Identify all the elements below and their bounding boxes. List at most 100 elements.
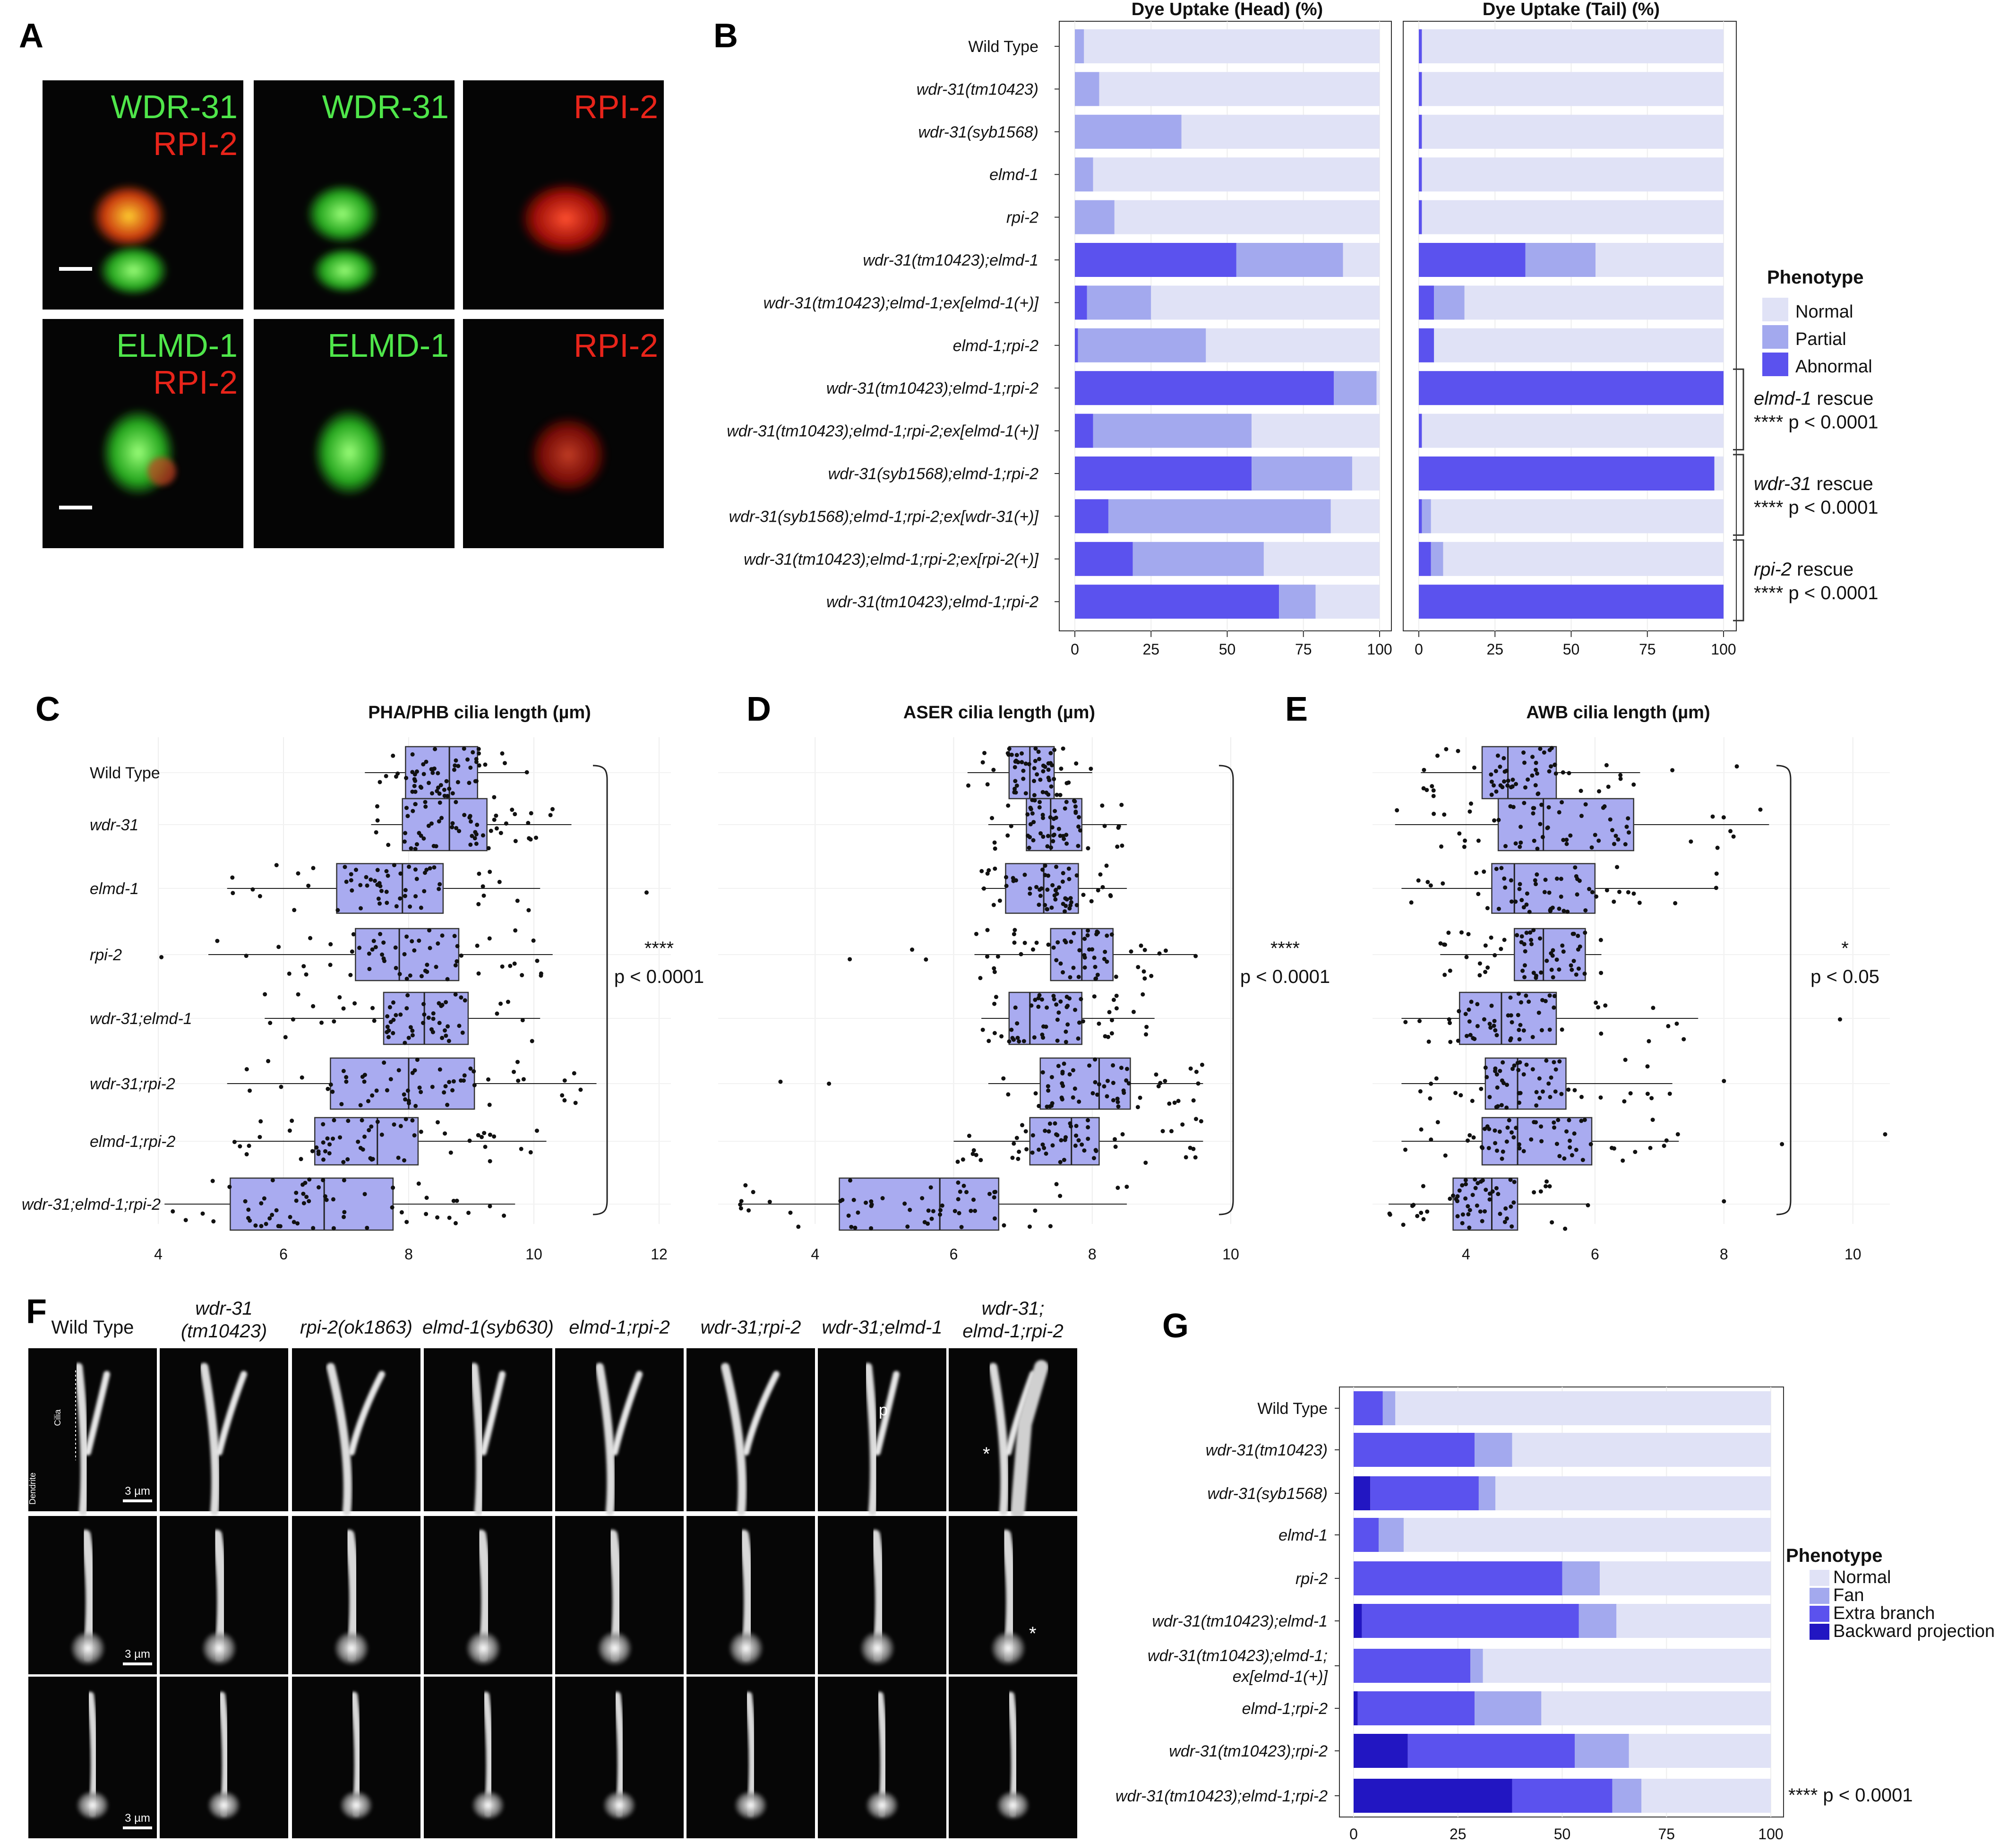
data-point — [1092, 956, 1097, 960]
data-point — [1062, 836, 1066, 841]
data-point — [1587, 887, 1592, 891]
bar-head-abnormal-9 — [1075, 413, 1093, 448]
row-label-wdr-31-tm10423-elmd-1-rpi-2: wdr-31(tm10423);elmd-1;rpi-2 — [826, 593, 1038, 611]
data-point — [364, 875, 369, 879]
data-point — [455, 944, 460, 948]
data-point — [1543, 878, 1548, 882]
data-point — [1530, 1067, 1535, 1072]
data-point — [1028, 891, 1032, 896]
legend-title: Phenotype — [1786, 1545, 1882, 1566]
data-point — [1072, 1086, 1077, 1091]
channel-label-rpi-2: RPI-2 — [574, 327, 658, 364]
data-point — [1559, 1092, 1564, 1096]
data-point — [1429, 1081, 1433, 1086]
bar-fan-2 — [1478, 1476, 1496, 1510]
data-point — [1471, 1135, 1476, 1140]
data-point — [1443, 1153, 1448, 1158]
x-tick-label: 8 — [1720, 1246, 1728, 1263]
data-point — [1086, 928, 1090, 933]
data-point — [396, 1155, 401, 1160]
data-point — [1054, 815, 1058, 820]
data-point — [1058, 961, 1063, 966]
data-point — [1059, 1095, 1064, 1100]
data-point — [344, 879, 349, 884]
row-label-wdr-31-syb1568: wdr-31(syb1568) — [1207, 1485, 1328, 1503]
data-point — [455, 959, 459, 964]
bar-normal-9 — [1641, 1779, 1771, 1813]
data-point — [413, 802, 418, 807]
data-point — [905, 1224, 910, 1229]
data-point — [321, 1140, 326, 1145]
channel-label-rpi-2: RPI-2 — [153, 125, 238, 162]
outlier-point — [827, 1081, 832, 1086]
data-point — [1457, 1009, 1461, 1014]
data-point — [451, 1079, 456, 1084]
panel-letter-d: D — [746, 690, 771, 728]
legend-swatch-normal — [1762, 298, 1788, 321]
row-label-wdr-31-rpi-2: wdr-31;rpi-2 — [90, 1075, 175, 1093]
data-point — [1014, 753, 1019, 758]
data-point — [1535, 771, 1539, 776]
data-point — [1456, 1038, 1460, 1043]
data-point — [961, 1183, 966, 1188]
data-point — [1076, 1036, 1081, 1041]
data-point — [1524, 993, 1528, 998]
data-point — [992, 1031, 997, 1035]
data-point — [1446, 930, 1451, 935]
data-point — [1540, 1089, 1545, 1094]
data-point — [1594, 1000, 1598, 1005]
data-point — [1013, 779, 1018, 784]
data-point — [1573, 865, 1578, 870]
data-point — [301, 964, 306, 969]
data-point — [560, 1093, 565, 1098]
data-point — [572, 1071, 576, 1076]
data-point — [1721, 815, 1726, 820]
data-point — [1522, 963, 1527, 968]
row-label-elmd-1-rpi-2: elmd-1;rpi-2 — [1242, 1700, 1328, 1718]
data-point — [343, 865, 347, 870]
data-point — [1046, 761, 1051, 766]
data-point — [1432, 811, 1436, 816]
data-point — [476, 1133, 480, 1137]
data-point — [467, 1138, 472, 1143]
data-point — [1077, 1020, 1081, 1025]
data-point — [1007, 747, 1012, 751]
data-point — [520, 973, 524, 978]
bar-fan-9 — [1612, 1779, 1642, 1813]
data-point — [498, 1001, 503, 1006]
chart-title: PHA/PHB cilia length (µm) — [368, 703, 591, 723]
bar-head-abnormal-12 — [1075, 542, 1133, 576]
significance-stars: **** — [644, 938, 674, 959]
data-point — [1430, 784, 1434, 789]
bar-fan-3 — [1378, 1518, 1404, 1552]
data-point — [1542, 890, 1547, 895]
data-point — [1051, 993, 1056, 998]
data-point — [1494, 867, 1499, 871]
bar-fan-7 — [1475, 1691, 1542, 1725]
data-point — [1043, 873, 1047, 878]
bar-tail-abnormal-11 — [1419, 499, 1422, 534]
data-point — [1149, 973, 1154, 978]
data-point — [1109, 1031, 1114, 1036]
data-point — [370, 1093, 375, 1098]
data-point — [958, 1189, 962, 1194]
outlier-point — [778, 1079, 783, 1084]
data-point — [1502, 1220, 1507, 1224]
bar-head-partial-3 — [1075, 157, 1093, 192]
significance-p-value: p < 0.0001 — [614, 966, 704, 987]
data-point — [1421, 786, 1426, 791]
data-point — [453, 1221, 458, 1225]
row-label-wdr-31-tm10423: wdr-31(tm10423) — [1206, 1441, 1328, 1459]
data-point — [455, 780, 460, 784]
data-point — [987, 868, 991, 873]
data-point — [1467, 1133, 1472, 1137]
data-point — [1517, 1101, 1522, 1105]
data-point — [1013, 790, 1018, 795]
data-point — [426, 824, 431, 828]
significance-stars: * — [1841, 938, 1849, 959]
x-tick-label: 75 — [1295, 641, 1312, 658]
data-point — [1511, 805, 1516, 810]
cilium-base — [201, 1630, 237, 1666]
data-point — [1011, 878, 1016, 883]
